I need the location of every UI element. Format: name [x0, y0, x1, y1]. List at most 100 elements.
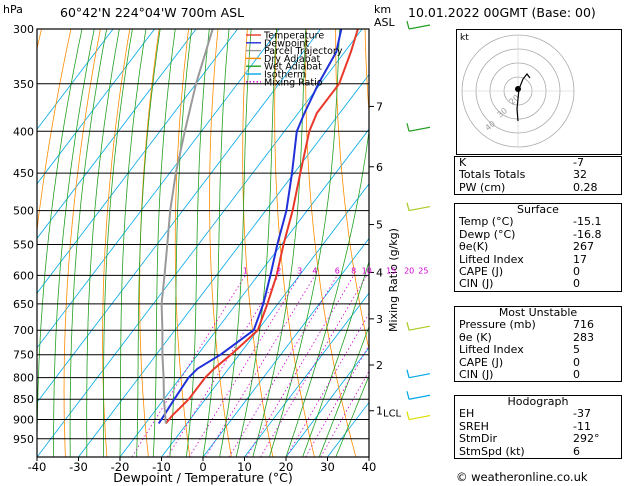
isotherm-line: [244, 292, 369, 457]
mixing-ratio-value-label: 1: [243, 266, 248, 275]
pressure-tick-label: 700: [13, 324, 34, 337]
mixing-ratio-line: [305, 344, 369, 457]
legend-item-label: Temperature: [263, 31, 324, 42]
panel-title: Surface: [517, 203, 559, 216]
wind-barb: [406, 411, 431, 421]
mixing-ratio-line: [320, 370, 369, 457]
stat-row: θe(K) 267: [459, 240, 594, 254]
mixing-ratio-line: [189, 275, 300, 457]
stat-row: PW (cm) 0.28: [459, 180, 598, 194]
panel-title: Most Unstable: [498, 306, 578, 319]
wind-barb-flag: [406, 20, 410, 30]
temperature-tick-label: 0: [199, 460, 206, 474]
wet-adiabat-line: [335, 374, 369, 457]
mixing-ratio-line: [246, 275, 355, 457]
wind-barb-flag: [406, 391, 410, 400]
height-tick-label: 5: [376, 219, 383, 232]
wind-barb-shaft: [408, 126, 431, 132]
temperature-tick-label: -10: [152, 460, 171, 474]
dry-adiabat-line: [37, 29, 72, 234]
isotherm-line: [202, 237, 369, 457]
temperature-tick-label: -40: [28, 460, 47, 474]
stat-row: CIN (J) 0: [459, 277, 580, 291]
pressure-tick-label: 550: [13, 238, 34, 251]
stat-row: Dewp (°C) -16.8: [459, 227, 602, 241]
asl-label: ASL: [374, 16, 395, 29]
isotherm-line: [37, 29, 114, 130]
wind-barb-flag: [406, 202, 410, 211]
dry-adiabat-line: [364, 29, 369, 118]
storm-motion-marker: [515, 86, 521, 92]
dry-adiabat-line: [139, 29, 160, 457]
stat-row: CAPE (J) 0: [459, 265, 580, 279]
mixing-ratio-value-label: 15: [386, 266, 396, 275]
wind-barb-shaft: [408, 414, 431, 421]
isotherm-line: [37, 29, 280, 349]
hodograph-unit-label: kt: [460, 33, 469, 43]
isotherm-line: [161, 183, 369, 457]
indices-panel: K -7 Totals Totals 32 PW (cm) 0.28: [454, 156, 622, 196]
stat-row: Totals Totals 32: [459, 168, 587, 182]
height-tick-label: 2: [376, 359, 383, 372]
legend-item-label: Parcel Trajectory: [264, 46, 343, 57]
wind-barb-shaft: [408, 325, 431, 331]
height-tick-label: 6: [376, 161, 383, 174]
dry-adiabat-line: [0, 29, 12, 457]
wind-barb: [406, 20, 431, 30]
stat-row: Pressure (mb) 716: [459, 318, 594, 332]
mixing-ratio-value-label: 6: [335, 266, 340, 275]
mixing-ratio-value-label: 3: [297, 266, 302, 275]
wet-adiabat-line: [186, 29, 210, 457]
height-tick-label: 1: [376, 405, 383, 418]
stat-row: EH -37: [459, 407, 591, 421]
wind-barb-shaft: [408, 373, 431, 379]
temperature-tick-label: 20: [279, 460, 294, 474]
isotherm-line: [285, 347, 369, 457]
hodograph-panel: Hodograph EH -37 SREH -11 StmDir 292° StmSp…: [454, 395, 622, 460]
wind-barb: [406, 202, 431, 212]
parcel-trajectory-series: [160, 29, 214, 424]
mixing-ratio-line: [167, 275, 280, 457]
pressure-tick-label: 350: [13, 78, 34, 91]
pressure-unit-label: hPa: [3, 3, 23, 16]
wet-adiabat-line: [53, 29, 95, 457]
wet-adiabat-line: [136, 29, 161, 457]
wet-adiabat-line: [202, 29, 230, 457]
wet-adiabat-line: [318, 325, 369, 457]
wind-barb-flag: [406, 411, 410, 420]
most-unstable-panel: Most Unstable Pressure (mb) 716 θe (K) 283…: [454, 306, 622, 383]
wet-adiabat-line: [119, 29, 147, 457]
legend-item-label: Isotherm: [264, 70, 306, 81]
legend-item-label: Dewpoint: [264, 38, 309, 49]
stat-row: StmSpd (kt) 6: [459, 444, 580, 458]
pressure-tick-label: 600: [13, 269, 34, 282]
stat-row: Lifted Index 5: [459, 343, 580, 357]
mixing-ratio-line: [260, 275, 368, 457]
pressure-tick-label: 850: [13, 393, 34, 406]
wind-barb-flag: [406, 322, 410, 331]
isotherm-line: [78, 73, 369, 457]
datetime-title: 10.01.2022 00GMT (Base: 00): [408, 5, 596, 20]
isotherm-line: [37, 29, 363, 457]
wind-barb-shaft: [408, 24, 431, 30]
legend-item-label: Dry Adiabat: [264, 54, 321, 65]
pressure-tick-label: 500: [13, 205, 34, 218]
wet-adiabat-line: [103, 29, 133, 457]
wind-barb: [406, 391, 431, 400]
height-tick-label: 3: [376, 313, 383, 326]
pressure-tick-label: 450: [13, 167, 34, 180]
isotherm-line: [37, 29, 238, 294]
stat-row: SREH -11: [459, 419, 591, 433]
temperature-series: [165, 29, 359, 425]
pressure-tick-label: 650: [13, 298, 34, 311]
stat-row: K -7: [459, 156, 584, 169]
lcl-label: LCL: [383, 408, 402, 419]
legend-item-label: Wet Adiabat: [264, 62, 322, 73]
mixing-ratio-axis-label: Mixing Ratio (g/kg): [387, 228, 400, 332]
location-title: 60°42'N 224°04'W 700m ASL: [60, 5, 245, 20]
mixing-ratio-value-label: 10: [362, 266, 372, 275]
wet-adiabat-line: [69, 29, 108, 457]
pressure-tick-label: 400: [13, 125, 34, 138]
mixing-ratio-value-label: 8: [351, 266, 356, 275]
wind-barb-shaft: [408, 206, 431, 212]
